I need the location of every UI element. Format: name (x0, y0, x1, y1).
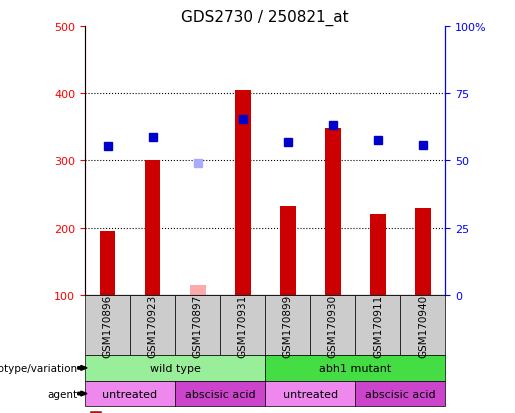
Bar (415, 208, 431, 295)
Text: agent: agent (47, 389, 77, 399)
Text: GSM170931: GSM170931 (238, 294, 248, 357)
Text: GSM170940: GSM170940 (418, 294, 428, 357)
Text: GSM170911: GSM170911 (373, 294, 383, 357)
Text: abh1 mutant: abh1 mutant (319, 363, 391, 373)
Title: GDS2730 / 250821_at: GDS2730 / 250821_at (181, 9, 349, 26)
Text: untreated: untreated (102, 389, 158, 399)
Text: abscisic acid: abscisic acid (185, 389, 255, 399)
Text: GSM170899: GSM170899 (283, 294, 293, 357)
Bar (325, 129, 341, 295)
Bar (370, 215, 386, 295)
Text: count: count (108, 412, 137, 413)
Text: abscisic acid: abscisic acid (365, 389, 436, 399)
Text: untreated: untreated (283, 389, 338, 399)
Text: GSM170896: GSM170896 (102, 294, 112, 357)
Text: GSM170897: GSM170897 (193, 294, 202, 357)
Text: GSM170923: GSM170923 (148, 294, 158, 357)
Bar (99, 232, 115, 295)
Bar (190, 285, 205, 295)
Text: genotype/variation: genotype/variation (0, 363, 77, 373)
Bar (280, 206, 296, 295)
Bar (235, 90, 251, 295)
Text: GSM170930: GSM170930 (328, 294, 338, 357)
Text: wild type: wild type (150, 363, 200, 373)
Bar (145, 161, 161, 295)
